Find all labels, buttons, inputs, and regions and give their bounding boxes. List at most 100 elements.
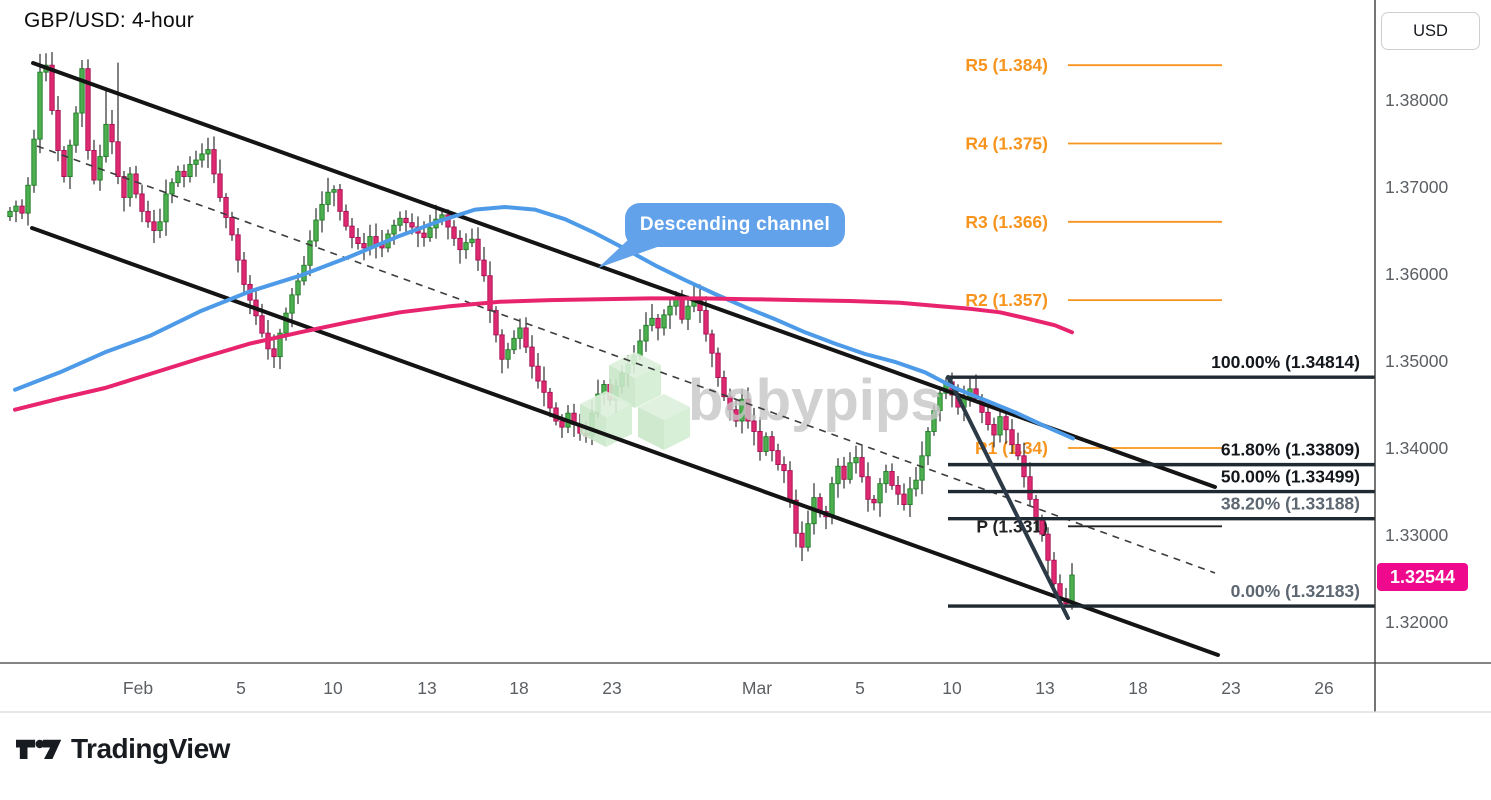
candle-body	[727, 396, 733, 411]
candle-body	[73, 112, 79, 146]
candle-body	[853, 457, 859, 464]
candle-body	[31, 138, 37, 186]
candle-body	[1003, 416, 1009, 431]
candle-body	[181, 170, 187, 178]
candle-body	[835, 465, 841, 485]
date-tick-label: 18	[1128, 678, 1147, 698]
candle-body	[877, 483, 883, 504]
candle-body	[457, 237, 463, 251]
candle-body	[109, 123, 115, 143]
candle-body	[637, 340, 643, 357]
candle-body	[205, 149, 211, 155]
candle-body	[79, 68, 85, 114]
tradingview-logo[interactable]: TradingView	[16, 731, 230, 767]
currency-toggle[interactable]: USD	[1381, 12, 1480, 50]
candle-body	[523, 327, 529, 348]
candle-body	[295, 280, 301, 296]
candle-body	[337, 189, 343, 212]
current-price-badge: 1.32544	[1377, 563, 1468, 591]
candle-body	[469, 238, 475, 244]
descending-channel-callout: Descending channel	[625, 203, 845, 247]
tradingview-mark-icon	[16, 739, 62, 759]
candle-body	[481, 259, 487, 277]
candle-body	[1069, 574, 1075, 605]
channel-upper-line	[31, 61, 1217, 489]
candle-body	[349, 225, 355, 238]
candle-body	[529, 346, 535, 367]
candle-body	[793, 499, 799, 534]
pivot-label: R5 (1.384)	[965, 55, 1048, 75]
candle-body	[163, 193, 169, 223]
fib-label: 50.00% (1.33499)	[1221, 467, 1360, 487]
candle-body	[313, 219, 319, 242]
candle-body	[661, 314, 667, 329]
fib-label: 100.00% (1.34814)	[1211, 352, 1360, 372]
price-tick-label: 1.37000	[1385, 177, 1449, 197]
candle-body	[733, 409, 739, 422]
candle-body	[331, 189, 337, 193]
page-title: GBP/USD: 4-hour	[24, 9, 194, 32]
candle-body	[319, 203, 325, 221]
candle-body	[559, 420, 565, 428]
fib-label: 0.00% (1.32183)	[1231, 581, 1360, 601]
watermark-text: babypips	[688, 368, 943, 433]
candle-body	[511, 337, 517, 351]
candle-body	[763, 436, 769, 452]
pivot-label: P (1.331)	[976, 516, 1048, 536]
candle-body	[919, 455, 925, 481]
candle-body	[235, 234, 241, 261]
candle-body	[67, 144, 73, 178]
candle-body	[229, 216, 235, 236]
candle-body	[307, 240, 313, 266]
candle-body	[259, 315, 265, 334]
ma-slow-pink	[13, 296, 1074, 412]
candle-body	[751, 420, 757, 432]
candle-body	[547, 391, 553, 409]
candle-body	[655, 317, 661, 329]
candle-body	[343, 210, 349, 227]
candle-body	[829, 483, 835, 518]
candle-series	[7, 52, 1075, 610]
candle-body	[463, 242, 469, 251]
candle-body	[403, 217, 409, 224]
candle-body	[241, 259, 247, 285]
date-tick-label: 10	[942, 678, 962, 698]
candle-body	[721, 377, 727, 398]
candle-body	[805, 523, 811, 548]
candle-body	[649, 317, 655, 326]
candle-body	[679, 298, 685, 320]
candle-body	[271, 348, 277, 358]
candle-body	[103, 123, 109, 157]
candle-body	[169, 182, 175, 195]
candle-body	[703, 310, 709, 335]
candle-body	[997, 416, 1003, 436]
candle-body	[757, 431, 763, 452]
candle-body	[187, 163, 193, 178]
candle-body	[871, 498, 877, 504]
candle-body	[985, 411, 991, 425]
watermark	[580, 352, 690, 450]
candle-body	[745, 398, 751, 422]
candle-body	[25, 184, 31, 214]
candle-body	[391, 224, 397, 235]
candle-body	[475, 238, 481, 261]
candle-body	[1039, 519, 1045, 535]
candle-body	[451, 226, 457, 239]
date-tick-label: 10	[323, 678, 343, 698]
pivot-label: R4 (1.375)	[965, 134, 1048, 154]
candle-body	[193, 159, 199, 165]
candle-body	[19, 205, 25, 214]
date-tick-label: 5	[855, 678, 865, 698]
candle-body	[115, 141, 121, 178]
candle-body	[991, 424, 997, 436]
fib-label: 38.20% (1.33188)	[1221, 494, 1360, 514]
candle-body	[937, 392, 943, 412]
candle-body	[541, 380, 547, 393]
candle-body	[499, 334, 505, 360]
candle-body	[685, 305, 691, 320]
candle-body	[325, 191, 331, 205]
candle-body	[49, 64, 55, 111]
price-tick-label: 1.32000	[1385, 612, 1449, 632]
